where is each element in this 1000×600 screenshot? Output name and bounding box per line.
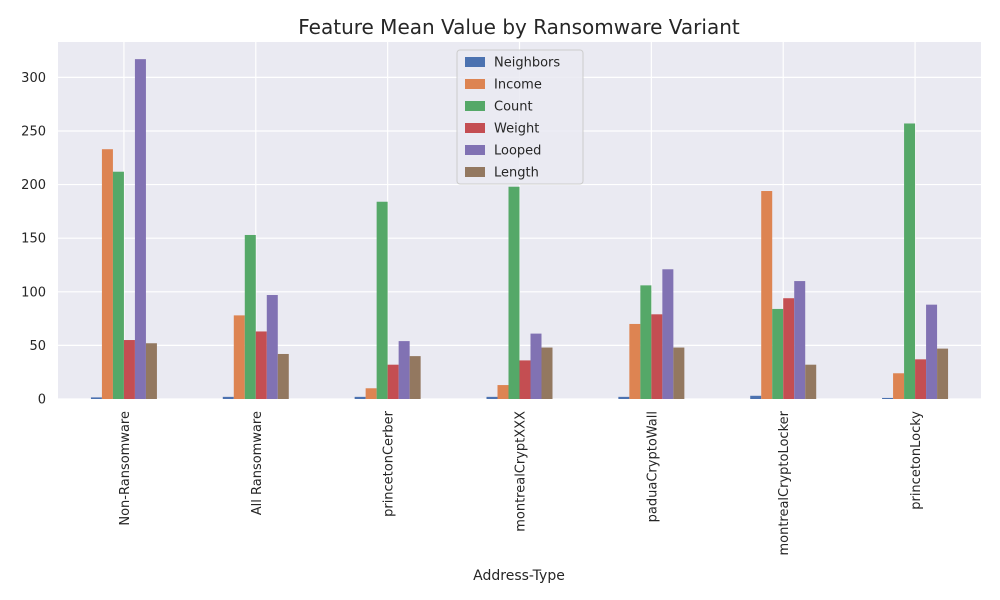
x-tick-label: All Ransomware bbox=[250, 411, 265, 515]
x-tick-label: montrealCryptXXX bbox=[514, 411, 529, 532]
x-axis-label: Address-Type bbox=[473, 568, 565, 584]
bar-count-princetonLocky bbox=[904, 123, 916, 399]
y-tick-label: 300 bbox=[21, 71, 46, 86]
bar-length-princetonCerber bbox=[409, 356, 421, 399]
bar-weight-All Ransomware bbox=[255, 331, 267, 399]
y-tick-label: 150 bbox=[21, 232, 46, 247]
bar-count-Non-Ransomware bbox=[112, 171, 124, 399]
legend-label-count: Count bbox=[494, 100, 533, 115]
y-tick-label: 50 bbox=[29, 339, 46, 354]
bar-length-All Ransomware bbox=[277, 353, 289, 399]
y-tick-labels: 0 50 100 150 200 250 300 bbox=[21, 71, 46, 408]
bar-count-paduaCryptoWall bbox=[640, 285, 652, 399]
legend-label-length: Length bbox=[494, 166, 539, 181]
bar-neighbors-montrealCryptoLocker bbox=[750, 395, 762, 399]
x-tick-label: princetonLocky bbox=[909, 411, 924, 510]
bar-income-Non-Ransomware bbox=[101, 149, 113, 399]
bar-length-princetonLocky bbox=[937, 348, 949, 399]
bar-weight-montrealCryptoLocker bbox=[783, 298, 795, 399]
bar-neighbors-montrealCryptXXX bbox=[486, 396, 498, 399]
bar-neighbors-princetonCerber bbox=[354, 396, 366, 399]
legend-label-looped: Looped bbox=[494, 144, 541, 159]
bar-neighbors-paduaCryptoWall bbox=[618, 396, 630, 399]
x-tick-label: Non-Ransomware bbox=[118, 411, 133, 526]
bar-length-montrealCryptoLocker bbox=[805, 364, 817, 399]
bar-count-montrealCryptoLocker bbox=[772, 308, 784, 399]
legend-swatch-income bbox=[465, 79, 485, 89]
bar-weight-princetonLocky bbox=[915, 359, 927, 399]
bar-weight-montrealCryptXXX bbox=[519, 360, 531, 399]
bar-looped-princetonLocky bbox=[926, 304, 938, 399]
bar-length-paduaCryptoWall bbox=[673, 347, 685, 399]
legend-swatch-length bbox=[465, 167, 485, 177]
bar-income-montrealCryptoLocker bbox=[761, 191, 773, 399]
x-tick-labels: Non-Ransomware All Ransomware princetonCer… bbox=[118, 410, 924, 555]
x-tick-label: montrealCryptoLocker bbox=[777, 410, 792, 555]
bar-weight-princetonCerber bbox=[387, 364, 399, 399]
legend-label-neighbors: Neighbors bbox=[494, 56, 560, 71]
bar-looped-montrealCryptXXX bbox=[530, 333, 542, 399]
bar-count-princetonCerber bbox=[376, 201, 388, 399]
legend-swatch-weight bbox=[465, 123, 485, 133]
bar-looped-paduaCryptoWall bbox=[662, 269, 674, 399]
bar-looped-princetonCerber bbox=[398, 341, 410, 399]
bar-length-montrealCryptXXX bbox=[541, 347, 553, 399]
bar-looped-All Ransomware bbox=[266, 295, 278, 399]
chart-title: Feature Mean Value by Ransomware Variant bbox=[298, 15, 740, 39]
legend-box bbox=[456, 49, 584, 185]
bars bbox=[90, 59, 949, 400]
legend-swatch-neighbors bbox=[465, 57, 485, 67]
bar-income-All Ransomware bbox=[233, 315, 245, 399]
x-tick-label: paduaCryptoWall bbox=[645, 411, 660, 522]
bar-income-princetonLocky bbox=[893, 373, 905, 399]
y-tick-label: 250 bbox=[21, 124, 46, 139]
y-tick-label: 0 bbox=[38, 393, 46, 408]
bar-weight-Non-Ransomware bbox=[123, 340, 135, 399]
legend: Neighbors Income Count Weight Looped Length bbox=[456, 49, 584, 185]
bar-weight-paduaCryptoWall bbox=[651, 314, 663, 399]
legend-label-weight: Weight bbox=[494, 122, 539, 137]
y-tick-label: 200 bbox=[21, 178, 46, 193]
bar-neighbors-All Ransomware bbox=[222, 396, 234, 399]
bar-looped-montrealCryptoLocker bbox=[794, 281, 806, 399]
bar-looped-Non-Ransomware bbox=[134, 59, 146, 400]
bar-neighbors-princetonLocky bbox=[882, 397, 894, 399]
bar-neighbors-Non-Ransomware bbox=[90, 397, 102, 399]
y-tick-label: 100 bbox=[21, 285, 46, 300]
legend-swatch-looped bbox=[465, 145, 485, 155]
bar-income-montrealCryptXXX bbox=[497, 385, 509, 399]
bar-count-All Ransomware bbox=[244, 234, 256, 399]
bar-income-paduaCryptoWall bbox=[629, 323, 641, 399]
legend-label-income: Income bbox=[494, 78, 542, 93]
x-tick-label: princetonCerber bbox=[382, 410, 397, 517]
bar-income-princetonCerber bbox=[365, 388, 377, 399]
bar-length-Non-Ransomware bbox=[145, 343, 157, 399]
legend-swatch-count bbox=[465, 101, 485, 111]
bar-count-montrealCryptXXX bbox=[508, 186, 520, 399]
